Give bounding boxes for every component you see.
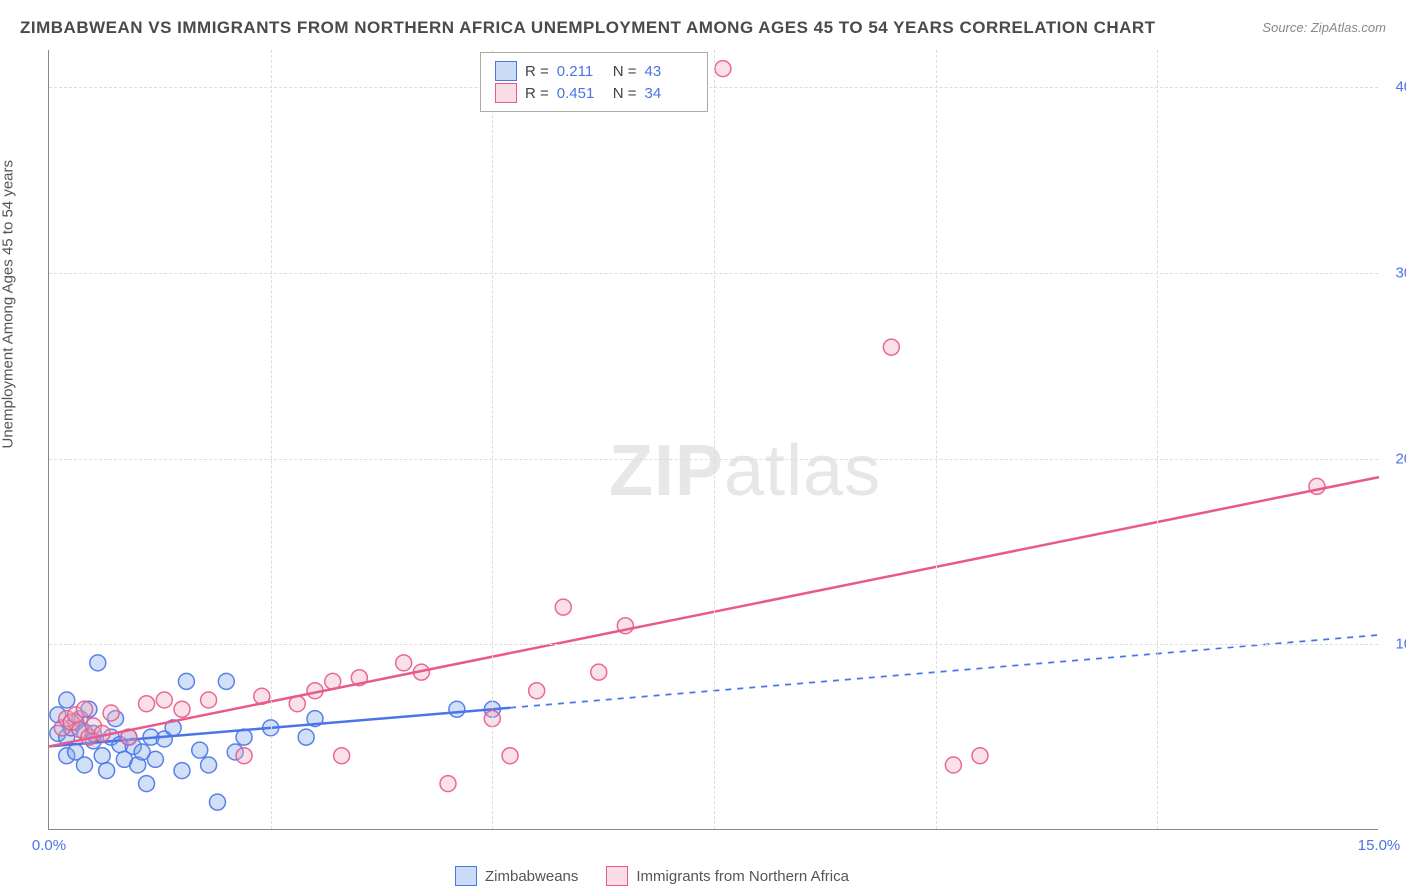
- y-tick-label: 10.0%: [1395, 636, 1406, 653]
- plot-area: ZIPatlas 10.0%20.0%30.0%40.0%0.0%15.0%: [48, 50, 1378, 830]
- data-point: [334, 748, 350, 764]
- data-point: [94, 748, 110, 764]
- data-point: [715, 61, 731, 77]
- legend-item-zimbabweans: Zimbabweans: [455, 866, 578, 886]
- chart-title: ZIMBABWEAN VS IMMIGRANTS FROM NORTHERN A…: [20, 18, 1156, 38]
- data-point: [555, 599, 571, 615]
- data-point: [218, 673, 234, 689]
- data-point: [201, 692, 217, 708]
- data-point: [156, 692, 172, 708]
- gridline-v: [271, 50, 272, 829]
- data-point: [529, 683, 545, 699]
- data-point: [440, 776, 456, 792]
- correlation-chart: ZIMBABWEAN VS IMMIGRANTS FROM NORTHERN A…: [0, 0, 1406, 892]
- legend-item-northern-africa: Immigrants from Northern Africa: [606, 866, 849, 886]
- data-point: [209, 794, 225, 810]
- data-point: [883, 339, 899, 355]
- gridline-v: [714, 50, 715, 829]
- data-point: [236, 748, 252, 764]
- data-point: [139, 776, 155, 792]
- data-point: [147, 751, 163, 767]
- data-point: [103, 705, 119, 721]
- y-tick-label: 30.0%: [1395, 264, 1406, 281]
- data-point: [298, 729, 314, 745]
- data-point: [139, 696, 155, 712]
- data-point: [192, 742, 208, 758]
- y-tick-label: 20.0%: [1395, 450, 1406, 467]
- data-point: [99, 763, 115, 779]
- gridline-v: [1157, 50, 1158, 829]
- data-point: [76, 757, 92, 773]
- data-point: [90, 655, 106, 671]
- y-axis-label: Unemployment Among Ages 45 to 54 years: [0, 160, 17, 449]
- data-point: [174, 701, 190, 717]
- chart-source: Source: ZipAtlas.com: [1262, 20, 1386, 35]
- swatch-northern-africa: [495, 83, 517, 103]
- data-point: [502, 748, 518, 764]
- gridline-v: [936, 50, 937, 829]
- data-point: [972, 748, 988, 764]
- y-tick-label: 40.0%: [1395, 79, 1406, 96]
- legend-row-zimbabweans: R = 0.211 N = 43: [495, 61, 693, 81]
- data-point: [174, 763, 190, 779]
- data-point: [945, 757, 961, 773]
- data-point: [396, 655, 412, 671]
- swatch-zimbabweans: [495, 61, 517, 81]
- data-point: [178, 673, 194, 689]
- data-point: [59, 692, 75, 708]
- correlation-legend: R = 0.211 N = 43 R = 0.451 N = 34: [480, 52, 708, 112]
- data-point: [449, 701, 465, 717]
- x-tick-label: 0.0%: [32, 837, 66, 854]
- trend-line-dashed: [510, 635, 1379, 708]
- x-tick-label: 15.0%: [1358, 837, 1401, 854]
- swatch-icon: [455, 866, 477, 886]
- data-point: [76, 701, 92, 717]
- series-legend: Zimbabweans Immigrants from Northern Afr…: [455, 866, 849, 886]
- swatch-icon: [606, 866, 628, 886]
- legend-row-northern-africa: R = 0.451 N = 34: [495, 83, 693, 103]
- data-point: [201, 757, 217, 773]
- gridline-v: [492, 50, 493, 829]
- data-point: [591, 664, 607, 680]
